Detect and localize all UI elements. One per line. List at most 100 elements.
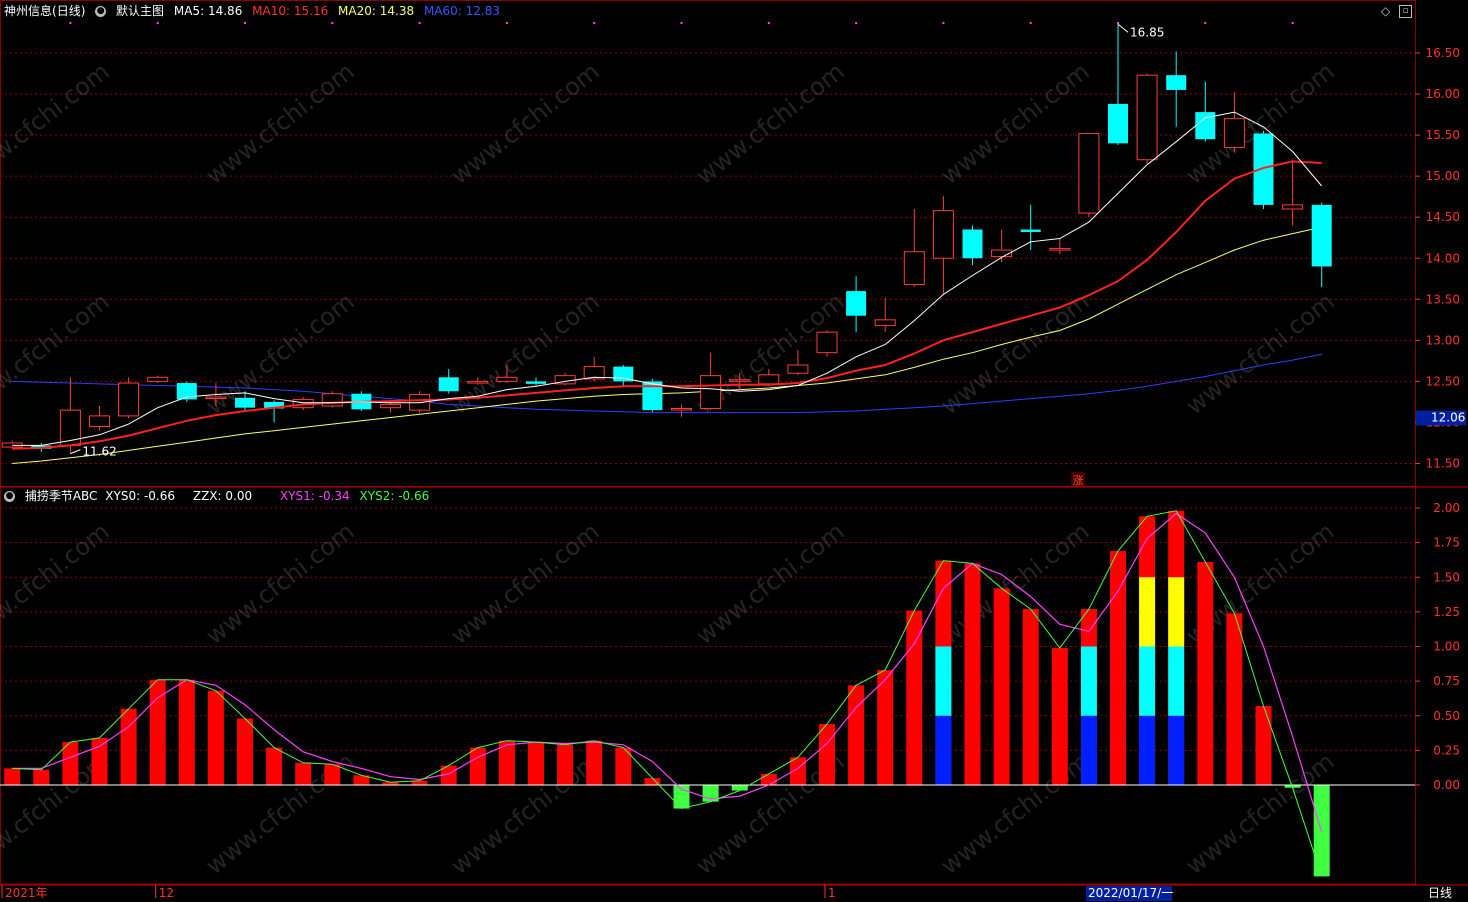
signal-dot bbox=[69, 22, 72, 24]
stock-name: 神州信息(日线) bbox=[4, 4, 86, 18]
time-tick-label: 12 bbox=[159, 886, 174, 900]
indicator-bar-up bbox=[1022, 609, 1039, 785]
indicator-segment-cyan bbox=[935, 646, 952, 716]
indicator-bar-up bbox=[1110, 550, 1126, 785]
indicator-segment-cyan bbox=[1139, 646, 1156, 716]
indicator-tick-label: 0.25 bbox=[1433, 743, 1460, 757]
candle-body-up bbox=[787, 364, 809, 374]
indicator-bar-up bbox=[440, 765, 457, 785]
indicator-bar-up bbox=[644, 778, 661, 785]
indicator-bar-up bbox=[4, 768, 21, 785]
candle-body-down bbox=[176, 383, 197, 400]
indicator-circle-icon[interactable]: ● bbox=[4, 491, 15, 502]
price-tick-label: 13.50 bbox=[1426, 292, 1460, 306]
signal-dot bbox=[156, 22, 159, 24]
watermark-text: www.cfchi.com bbox=[691, 57, 850, 190]
indicator-bar-up bbox=[91, 737, 108, 785]
candle-body-down bbox=[235, 397, 255, 408]
candle-body-up bbox=[874, 319, 896, 327]
ma60-line bbox=[12, 353, 1322, 414]
watermark-text: www.cfchi.com bbox=[0, 517, 115, 650]
period-label: 日线 bbox=[1428, 886, 1452, 900]
xys0-readout: XYS0: -0.66 bbox=[105, 489, 176, 503]
candle-body-up bbox=[380, 403, 401, 409]
indicator-segment-yellow bbox=[1168, 577, 1185, 647]
ma5-line bbox=[12, 111, 1323, 446]
indicator-bar-up bbox=[207, 690, 224, 785]
watermark-text: www.cfchi.com bbox=[0, 287, 115, 420]
candle-body-up bbox=[118, 382, 140, 417]
ma20-readout: MA20: 14.38 bbox=[338, 4, 415, 18]
watermark-text: www.cfchi.com bbox=[0, 57, 115, 190]
candle-body-down bbox=[642, 381, 663, 411]
indicator-bar-up bbox=[615, 747, 632, 785]
signal-dot bbox=[680, 22, 683, 24]
price-tick-label: 15.50 bbox=[1426, 128, 1460, 142]
price-tick-label: 14.00 bbox=[1426, 251, 1460, 265]
candle-body-up bbox=[1223, 118, 1245, 148]
indicator-bar-up bbox=[382, 782, 399, 785]
candle-body-up bbox=[467, 380, 489, 384]
candle-body-down bbox=[438, 377, 459, 392]
price-tick-label: 11.50 bbox=[1426, 457, 1460, 471]
indicator-bar-up bbox=[178, 679, 195, 785]
watermark-text: www.cfchi.com bbox=[446, 747, 605, 880]
signal-dot bbox=[767, 22, 770, 24]
indicator-segment-blue bbox=[1139, 715, 1156, 785]
price-tick-label: 14.50 bbox=[1426, 210, 1460, 224]
zzx-readout: ZZX: 0.00 bbox=[192, 489, 253, 503]
indicator-bar-up bbox=[149, 679, 166, 785]
time-tick-label: 1 bbox=[828, 886, 836, 900]
indicator-segment-blue bbox=[935, 715, 952, 785]
indicator-bar-up bbox=[848, 685, 865, 785]
candle-body-up bbox=[816, 331, 838, 354]
cursor-date-label: 2022/01/17/一 bbox=[1088, 886, 1173, 900]
indicator-bar-up bbox=[877, 670, 894, 785]
current-price-label: 12.06 bbox=[1431, 411, 1465, 425]
indicator-bar-up bbox=[906, 610, 923, 785]
indicator-tick-label: 2.00 bbox=[1433, 501, 1460, 515]
ma60-readout: MA60: 12.83 bbox=[423, 4, 500, 18]
watermark-text: www.cfchi.com bbox=[446, 57, 605, 190]
candle-body-up bbox=[932, 210, 954, 259]
indicator-segment-cyan bbox=[1080, 646, 1097, 716]
ma5-readout: MA5: 14.86 bbox=[173, 4, 243, 18]
candle-body-up bbox=[1136, 74, 1158, 161]
price-tick-label: 16.50 bbox=[1426, 46, 1460, 60]
indicator-bar-up bbox=[33, 769, 50, 785]
candle-body-up bbox=[991, 249, 1013, 258]
candle-body-up bbox=[205, 396, 227, 399]
candle-body-up bbox=[89, 415, 110, 428]
diamond-icon[interactable]: ◇ bbox=[1381, 4, 1391, 18]
time-tick-label: 2021年 bbox=[5, 886, 48, 900]
watermark-text: www.cfchi.com bbox=[1181, 287, 1340, 420]
candle-body-up bbox=[1049, 247, 1071, 251]
candle-body-down bbox=[1166, 75, 1187, 90]
candle-body-up bbox=[321, 393, 343, 407]
indicator-name[interactable]: 捕捞季节ABC bbox=[24, 489, 98, 503]
signal-dot bbox=[1291, 22, 1294, 24]
settings-circle-icon[interactable]: ● bbox=[95, 6, 107, 17]
indicator-tick-label: 0.75 bbox=[1433, 674, 1460, 688]
current-price-tag bbox=[1416, 410, 1466, 426]
price-tick-label: 12.50 bbox=[1426, 374, 1460, 388]
candle-body-down bbox=[962, 229, 983, 259]
sub-chart-header: ● 捕捞季节ABC XYS0: -0.66 ZZX: 0.00 XYS1: -0… bbox=[4, 489, 435, 503]
indicator-bar-up bbox=[237, 718, 253, 785]
indicator-tick-label: 0.50 bbox=[1433, 709, 1460, 723]
window-restore-icon[interactable]: ▫ bbox=[1399, 5, 1412, 18]
indicator-bar-up bbox=[557, 744, 574, 785]
ma10-readout: MA10: 15.16 bbox=[252, 4, 329, 18]
time-axis bbox=[0, 885, 1468, 902]
candle-body-up bbox=[583, 366, 605, 380]
template-name[interactable]: 默认主图 bbox=[116, 4, 165, 18]
candle-body-down bbox=[1195, 112, 1216, 140]
signal-dot bbox=[942, 22, 945, 24]
indicator-bar-up bbox=[760, 773, 777, 785]
watermark-text: www.cfchi.com bbox=[201, 517, 360, 650]
candle-body-up bbox=[671, 407, 692, 411]
indicator-bar-up bbox=[266, 747, 283, 785]
signal-dot bbox=[855, 22, 858, 24]
xys1-line bbox=[12, 512, 1323, 833]
